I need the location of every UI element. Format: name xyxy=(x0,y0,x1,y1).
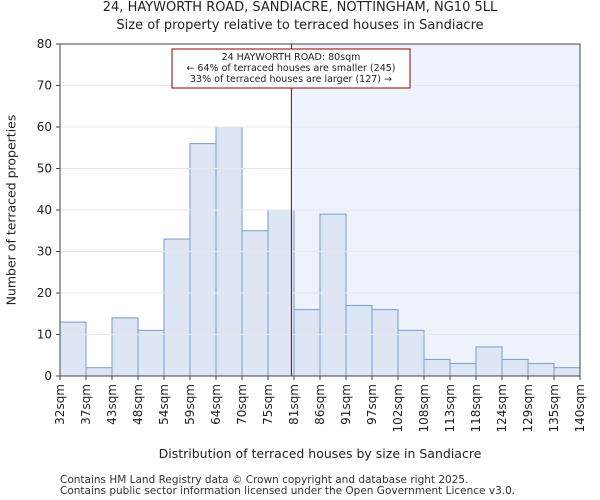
x-tick-label: 124sqm xyxy=(495,384,509,432)
x-tick-label: 32sqm xyxy=(53,384,67,425)
x-tick-label: 86sqm xyxy=(313,384,327,425)
y-tick-label: 40 xyxy=(37,203,52,217)
histogram-bar xyxy=(345,304,373,377)
x-tick-label: 91sqm xyxy=(339,384,353,425)
annotation-line-1: 24 HAYWORTH ROAD: 80sqm xyxy=(222,52,361,63)
y-tick-label: 80 xyxy=(37,37,52,51)
histogram-bar xyxy=(449,363,477,377)
annotation-line-2: ← 64% of terraced houses are smaller (24… xyxy=(186,63,395,74)
x-tick-label: 129sqm xyxy=(521,384,535,432)
histogram-bar xyxy=(527,363,555,377)
x-tick-label: 108sqm xyxy=(417,384,431,432)
annotation-box xyxy=(171,48,411,89)
x-tick-label: 48sqm xyxy=(131,384,145,425)
x-tick-label: 102sqm xyxy=(391,384,405,432)
histogram-bar xyxy=(319,213,347,377)
footer-line-2: Contains public sector information licen… xyxy=(60,485,516,497)
y-tick-label: 20 xyxy=(37,286,52,300)
x-tick-label: 54sqm xyxy=(157,384,171,425)
histogram-bar xyxy=(475,346,503,377)
histogram-bar xyxy=(137,329,165,377)
histogram-bar xyxy=(553,367,581,377)
chart-title: 24, HAYWORTH ROAD, SANDIACRE, NOTTINGHAM… xyxy=(102,0,498,15)
histogram-bar xyxy=(111,317,139,377)
x-tick-label: 70sqm xyxy=(235,384,249,425)
x-tick-label: 75sqm xyxy=(261,384,275,425)
annotation-line-3: 33% of terraced houses are larger (127) … xyxy=(190,74,392,85)
y-tick-label: 10 xyxy=(37,328,52,342)
histogram-bar xyxy=(397,329,425,377)
x-tick-label: 43sqm xyxy=(105,384,119,425)
histogram-bar xyxy=(501,358,529,377)
histogram-bar xyxy=(163,238,191,377)
x-tick-label: 140sqm xyxy=(573,384,587,432)
y-tick-label: 0 xyxy=(44,369,52,383)
x-axis-label: Distribution of terraced houses by size … xyxy=(159,446,482,461)
histogram-bar xyxy=(371,309,399,377)
x-tick-label: 59sqm xyxy=(183,384,197,425)
chart-subtitle: Size of property relative to terraced ho… xyxy=(116,18,484,33)
histogram-bar xyxy=(189,143,217,377)
y-tick-label: 30 xyxy=(37,245,52,259)
histogram-bar xyxy=(241,230,269,377)
x-tick-label: 113sqm xyxy=(443,384,457,432)
x-tick-label: 37sqm xyxy=(79,384,93,425)
x-tick-label: 118sqm xyxy=(469,384,483,432)
histogram-bar xyxy=(85,367,113,377)
x-tick-label: 81sqm xyxy=(287,384,301,425)
y-tick-label: 50 xyxy=(37,162,52,176)
y-tick-label: 60 xyxy=(37,120,52,134)
y-tick-label: 70 xyxy=(37,79,52,93)
histogram-bar xyxy=(59,321,87,377)
x-tick-label: 97sqm xyxy=(365,384,379,425)
histogram-bar xyxy=(423,358,451,377)
x-tick-label: 135sqm xyxy=(547,384,561,432)
histogram-bar xyxy=(293,309,321,377)
y-axis-label: Number of terraced properties xyxy=(4,115,19,306)
x-tick-label: 64sqm xyxy=(209,384,223,425)
footer-line-1: Contains HM Land Registry data © Crown c… xyxy=(60,474,469,486)
